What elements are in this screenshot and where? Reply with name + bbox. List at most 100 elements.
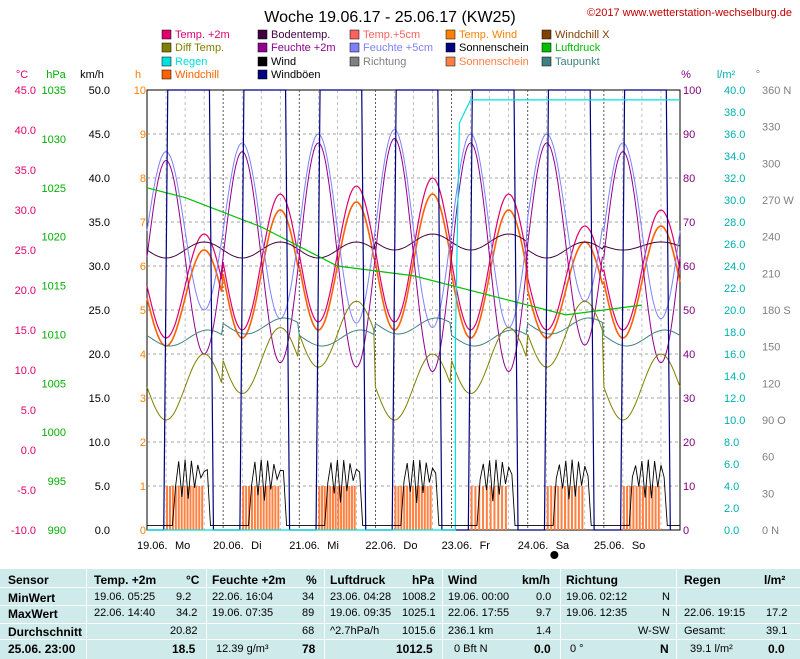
sunshine-bar [504,486,507,530]
tick-label-rain: 18.0 [724,327,745,339]
tick-label-rain: 20.0 [724,305,745,317]
tick-label-temp: -10.0 [11,525,36,537]
avg-press-trend: ^2.7hPa/h [330,625,380,637]
sunshine-bar [318,486,321,530]
legend-label: Diff Temp. [175,42,224,54]
legend-label: Windchill [175,69,219,81]
avg-wind-val: 1.4 [536,625,552,637]
tick-label-sun: 10 [134,85,146,97]
sunshine-bar [560,486,563,530]
hdr-wind-unit: km/h [522,573,551,587]
sunshine-bar [574,486,577,530]
x-tick-day: So [632,540,645,552]
max-hum-val: 89 [302,607,315,619]
tick-label-rain: 30.0 [724,195,745,207]
sunshine-bar [497,486,500,530]
max-wind-val: 9.7 [536,607,552,619]
tick-label-rain: 6.0 [724,459,739,471]
sunshine-bar [577,486,580,530]
avg-hum-val: 68 [302,625,315,637]
tick-label-press: 1015 [42,281,66,293]
avg-press-val: 1015.6 [402,625,436,637]
min-dir-time: 19.06. 02:12 [566,591,628,603]
hdr-rain: Regen [684,573,721,587]
tick-label-dir: 30 [762,488,774,500]
sunshine-bar [564,486,567,530]
unit-label: °C [16,69,28,81]
now-dir-val: N [660,642,669,656]
sunshine-bar [485,486,488,530]
sunshine-bar [245,486,248,530]
x-tick-date: 25.06. [594,540,625,552]
hdr-hum-unit: % [306,573,317,587]
sunshine-bar [329,486,332,530]
sunshine-bar [414,486,417,530]
sunshine-bar [323,486,326,530]
unit-label: % [681,69,691,81]
sunshine-bar [345,486,348,530]
weather-chart: Woche 19.06.17 - 25.06.17 (KW25) ©2017 w… [10,7,795,559]
x-tick-day: Fr [480,540,491,552]
legend-swatch [349,56,360,67]
min-wind-time: 19.06. 00:00 [448,591,510,603]
now-dir-deg: 0 ° [570,643,584,655]
max-temp-time: 22.06. 14:40 [94,607,156,619]
sunshine-bar [166,486,169,530]
legend-label: Temp. Wind [459,29,517,41]
series-humidity-5cm [146,129,681,329]
tick-label-hum: 100 [683,85,701,97]
tick-label-dir: 180 S [762,305,791,317]
sunshine-bar [570,486,573,530]
sunshine-bar [337,486,340,530]
sunshine-bar [321,486,324,530]
legend-swatch [541,56,552,67]
sunshine-bar [581,486,584,530]
sunshine-bar [397,486,400,530]
legend-label: Temp. +2m [175,29,230,41]
tick-label-temp: 20.0 [15,285,36,297]
series-pressure [146,187,643,316]
x-tick-date: 20.06. [213,540,244,552]
sunshine-bar [256,486,259,530]
row-max-label: MaxWert [8,607,58,621]
legend-swatch [541,42,552,53]
sunshine-bar [412,486,415,530]
tick-label-wind: 20.0 [89,349,110,361]
sunshine-bar [348,486,351,530]
now-hum-val: 78 [302,642,316,656]
legend-label: Sonnenschein [459,56,529,68]
tick-label-rain: 32.0 [724,173,745,185]
tick-label-dir: 360 N [762,85,791,97]
tick-label-press: 1000 [42,427,66,439]
sunshine-bar [171,486,174,530]
legend-label: Regen [175,56,207,68]
legend-label: Sonnenschein [459,42,529,54]
tick-label-wind: 45.0 [89,129,110,141]
sunshine-bar [400,486,403,530]
series-dewpoint [146,317,681,347]
sunshine-bar [268,486,271,530]
sunshine-bar [253,486,256,530]
sunshine-bar [420,486,423,530]
legend-swatch [257,69,268,80]
sunshine-bar [417,486,420,530]
tick-label-temp: 35.0 [15,165,36,177]
tick-label-sun: 6 [140,261,146,273]
tick-label-wind: 5.0 [95,481,110,493]
row-min-label: MinWert [8,591,56,605]
tick-label-dir: 60 [762,452,774,464]
unit-label: l/m² [717,69,736,81]
tick-label-sun: 4 [140,349,146,361]
tick-label-rain: 14.0 [724,371,745,383]
sunshine-bar [334,486,337,530]
sunshine-bar [189,486,192,530]
tick-label-sun: 8 [140,173,146,185]
sunshine-bar [632,486,635,530]
sunshine-bar [350,486,353,530]
tick-label-wind: 25.0 [89,305,110,317]
max-dir-val: N [662,607,670,619]
sunshine-bar [651,486,654,530]
max-rain-time: 22.06. 19:15 [684,607,746,619]
sunshine-bar [635,486,638,530]
legend-swatch [257,42,268,53]
